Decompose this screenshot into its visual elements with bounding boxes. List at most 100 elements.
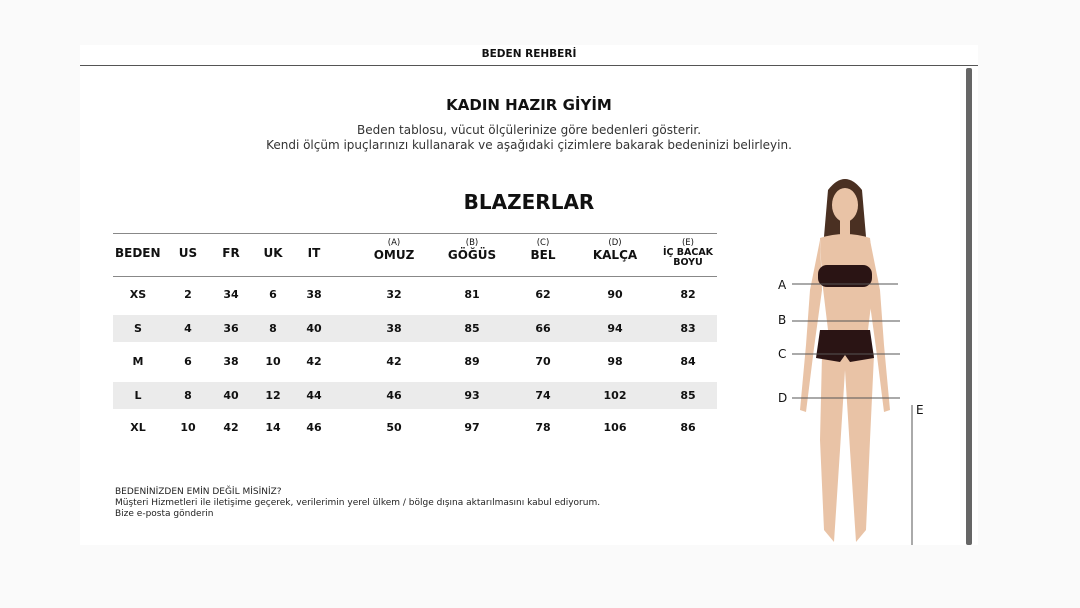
column-letter: (A) [387,238,401,248]
column-label: İÇ BACAK BOYU [662,247,714,268]
table-cell: 34 [223,288,239,301]
table-cell: 83 [680,322,696,335]
table-cell: 10 [265,355,281,368]
table-cell: 85 [464,322,480,335]
footer: BEDENİNİZDEN EMİN DEĞİL MİSİNİZ? Müşteri… [115,487,600,520]
category-title: KADIN HAZIR GİYİM [446,96,612,114]
table-cell: 98 [607,355,623,368]
table-cell: 84 [680,355,696,368]
column-header: BEDEN [115,246,161,260]
table-cell: XL [130,421,146,434]
label-a: A [778,278,787,292]
table-cell: 90 [607,288,623,301]
column-label: FR [222,246,240,260]
table-cell: 50 [386,421,402,434]
table-cell: 40 [223,389,239,402]
table-cell: 38 [386,322,402,335]
table-cell: 40 [306,322,322,335]
column-label: US [178,246,198,260]
table-cell: S [134,322,142,335]
intro-line: Beden tablosu, vücut ölçülerinize göre b… [356,123,702,137]
table-cell: M [132,355,144,368]
column-label: KALÇA [592,248,638,262]
column-letter: (C) [536,238,550,248]
column-header: UK [263,246,282,260]
table-cell: 66 [535,322,551,335]
scrollbar[interactable] [966,68,972,545]
label-c: C [778,347,787,361]
table-cell: 46 [306,421,322,434]
table-cell: 42 [223,421,239,434]
table-cell: 97 [464,421,480,434]
column-label: BEDEN [115,246,161,260]
table-row: XS 2 34 6 38 32 81 62 90 82 [113,281,717,308]
footer-question: BEDENİNİZDEN EMİN DEĞİL MİSİNİZ? [115,487,282,497]
label-b: B [778,313,787,327]
column-header: (E) İÇ BACAK BOYU [660,238,716,268]
column-letter: (D) [608,238,622,248]
footer-consent: Müşteri Hizmetleri ile iletişime geçerek… [115,498,601,508]
table-cell: 74 [535,389,551,402]
table-cell: 78 [535,421,551,434]
body-illustration [792,179,913,545]
table-cell: 102 [603,389,627,402]
column-label: IT [307,246,321,260]
table-cell: 94 [607,322,623,335]
table-cell: 38 [223,355,239,368]
table-cell: 6 [184,355,192,368]
column-letter: (B) [465,238,479,248]
email-link[interactable]: Bize e-posta gönderin [115,509,214,519]
table-header-rule [113,276,717,277]
column-label: OMUZ [373,248,415,262]
table-cell: XS [129,288,147,301]
table-top-rule [113,233,717,234]
column-header: (C) BEL [531,238,556,262]
label-e: E [916,403,924,417]
table-cell: 38 [306,288,322,301]
table-cell: 44 [306,389,322,402]
table-cell: 42 [306,355,322,368]
column-label: GÖĞÜS [447,248,497,262]
table-row: S 4 36 8 40 38 85 66 94 83 [113,315,717,342]
table-cell: 6 [269,288,277,301]
table-cell: 36 [223,322,239,335]
table-cell: L [134,389,142,402]
section-title: BLAZERLAR [463,190,595,214]
table-cell: 46 [386,389,402,402]
table-row: XL 10 42 14 46 50 97 78 106 86 [113,414,717,441]
table-cell: 12 [265,389,281,402]
table-cell: 81 [464,288,480,301]
table-cell: 8 [184,389,192,402]
modal-title: BEDEN REHBERİ [80,45,978,66]
column-label: UK [263,246,283,260]
intro-text: Beden tablosu, vücut ölçülerinize göre b… [80,123,978,153]
table-cell: 62 [535,288,551,301]
intro-line: Kendi ölçüm ipuçlarınızı kullanarak ve a… [266,138,792,152]
table-cell: 82 [680,288,696,301]
label-d: D [778,391,788,405]
column-header: (B) GÖĞÜS [448,238,496,262]
table-cell: 85 [680,389,696,402]
column-header: IT [308,246,321,260]
table-cell: 106 [603,421,627,434]
table-cell: 14 [265,421,281,434]
size-guide-modal: BEDEN REHBERİ KADIN HAZIR GİYİM Beden ta… [80,45,978,545]
table-cell: 89 [464,355,480,368]
column-header: US [179,246,197,260]
body-figure: A B C D E [770,170,970,545]
table-cell: 4 [184,322,192,335]
table-cell: 42 [386,355,402,368]
table-cell: 70 [535,355,551,368]
column-header: FR [222,246,239,260]
column-label: BEL [530,248,556,262]
table-cell: 2 [184,288,192,301]
table-cell: 93 [464,389,480,402]
table-row: L 8 40 12 44 46 93 74 102 85 [113,382,717,409]
table-cell: 8 [269,322,277,335]
table-cell: 86 [680,421,696,434]
column-header: (D) KALÇA [593,238,637,262]
table-row: M 6 38 10 42 42 89 70 98 84 [113,348,717,375]
table-cell: 32 [386,288,402,301]
table-cell: 10 [180,421,196,434]
column-header: (A) OMUZ [374,238,415,262]
